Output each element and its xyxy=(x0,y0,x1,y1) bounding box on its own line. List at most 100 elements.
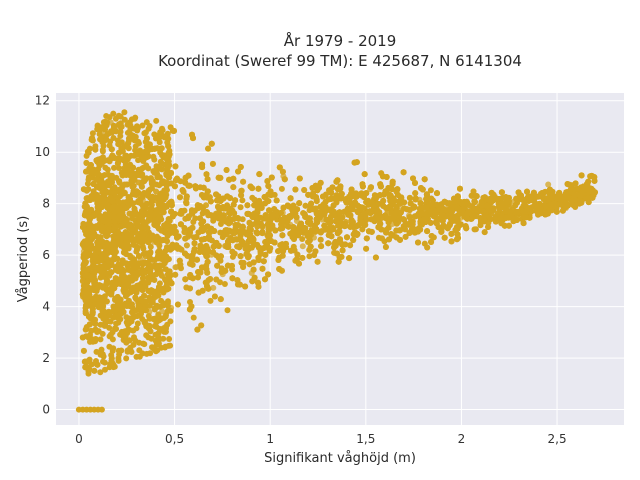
data-point xyxy=(254,223,261,230)
data-point xyxy=(307,243,314,250)
data-point xyxy=(546,186,553,193)
data-point xyxy=(565,181,572,188)
data-point xyxy=(235,222,242,229)
data-point xyxy=(161,222,168,229)
data-point xyxy=(244,202,251,209)
data-point xyxy=(294,206,301,213)
data-point xyxy=(230,184,237,191)
data-point xyxy=(423,196,430,202)
data-point xyxy=(289,207,296,213)
data-point xyxy=(591,189,598,196)
data-points xyxy=(75,109,598,413)
data-point xyxy=(520,220,527,227)
data-point xyxy=(470,206,477,213)
data-point xyxy=(322,204,329,211)
data-point xyxy=(204,176,211,183)
data-point xyxy=(275,257,282,263)
data-point xyxy=(299,236,306,242)
data-point xyxy=(438,228,445,235)
data-point xyxy=(420,216,427,223)
data-point xyxy=(411,229,418,236)
data-point xyxy=(205,145,212,152)
data-point xyxy=(327,218,334,225)
data-point xyxy=(415,239,421,246)
data-point xyxy=(190,314,197,321)
data-point xyxy=(279,252,286,259)
data-point xyxy=(564,202,571,209)
data-point xyxy=(333,178,340,185)
data-point xyxy=(478,199,485,206)
data-point xyxy=(470,188,477,195)
data-point xyxy=(197,242,204,249)
data-point xyxy=(281,176,288,183)
data-point xyxy=(335,229,342,236)
data-point xyxy=(216,206,223,213)
data-point xyxy=(183,195,190,202)
data-point xyxy=(277,209,284,216)
data-point xyxy=(412,190,419,197)
data-point xyxy=(174,234,180,241)
data-point xyxy=(305,191,312,198)
data-point xyxy=(194,326,201,333)
data-point xyxy=(239,197,246,204)
data-point xyxy=(223,218,230,225)
data-point xyxy=(457,185,463,192)
data-point xyxy=(401,205,408,212)
data-point xyxy=(293,214,300,221)
data-point xyxy=(194,202,201,209)
data-point xyxy=(254,217,261,224)
data-point xyxy=(192,215,199,222)
chart-title-line-1: År 1979 - 2019 xyxy=(284,31,397,50)
data-point xyxy=(171,243,178,250)
data-point xyxy=(433,220,440,227)
data-point xyxy=(80,347,87,354)
data-point xyxy=(411,204,418,211)
data-point xyxy=(272,227,279,234)
data-point xyxy=(276,164,283,171)
data-point xyxy=(378,235,385,242)
chart-title-line-2: Koordinat (Sweref 99 TM): E 425687, N 61… xyxy=(158,52,522,70)
data-point xyxy=(447,213,454,219)
data-point xyxy=(424,228,431,235)
data-point xyxy=(207,297,214,304)
data-point xyxy=(291,247,298,254)
data-point xyxy=(406,194,413,201)
data-point xyxy=(246,225,253,232)
data-point xyxy=(542,211,549,218)
data-point xyxy=(449,208,455,215)
data-point xyxy=(183,242,190,249)
data-point xyxy=(287,214,294,220)
data-point xyxy=(385,219,392,226)
data-point xyxy=(344,234,350,241)
data-point xyxy=(299,254,306,261)
data-point xyxy=(352,199,358,206)
data-point xyxy=(349,219,356,225)
data-point xyxy=(515,189,522,196)
data-point xyxy=(253,202,260,209)
data-point xyxy=(412,180,418,186)
data-point xyxy=(216,210,223,217)
data-point xyxy=(278,185,285,192)
data-point xyxy=(363,245,370,252)
data-point xyxy=(130,241,137,248)
data-point xyxy=(290,224,297,231)
data-point xyxy=(419,186,426,193)
data-point xyxy=(347,194,354,201)
data-point xyxy=(178,208,185,214)
data-point xyxy=(280,248,287,254)
data-point xyxy=(208,225,215,232)
data-point xyxy=(412,213,419,220)
data-point xyxy=(198,322,205,329)
data-point xyxy=(256,171,263,178)
data-point xyxy=(335,258,342,265)
data-point xyxy=(389,178,396,185)
data-point xyxy=(296,260,302,267)
data-point xyxy=(229,248,236,255)
data-point xyxy=(341,223,348,230)
data-point xyxy=(289,228,296,235)
data-point xyxy=(177,221,184,228)
data-point xyxy=(348,186,355,193)
data-point xyxy=(318,243,325,250)
data-point xyxy=(383,227,390,234)
